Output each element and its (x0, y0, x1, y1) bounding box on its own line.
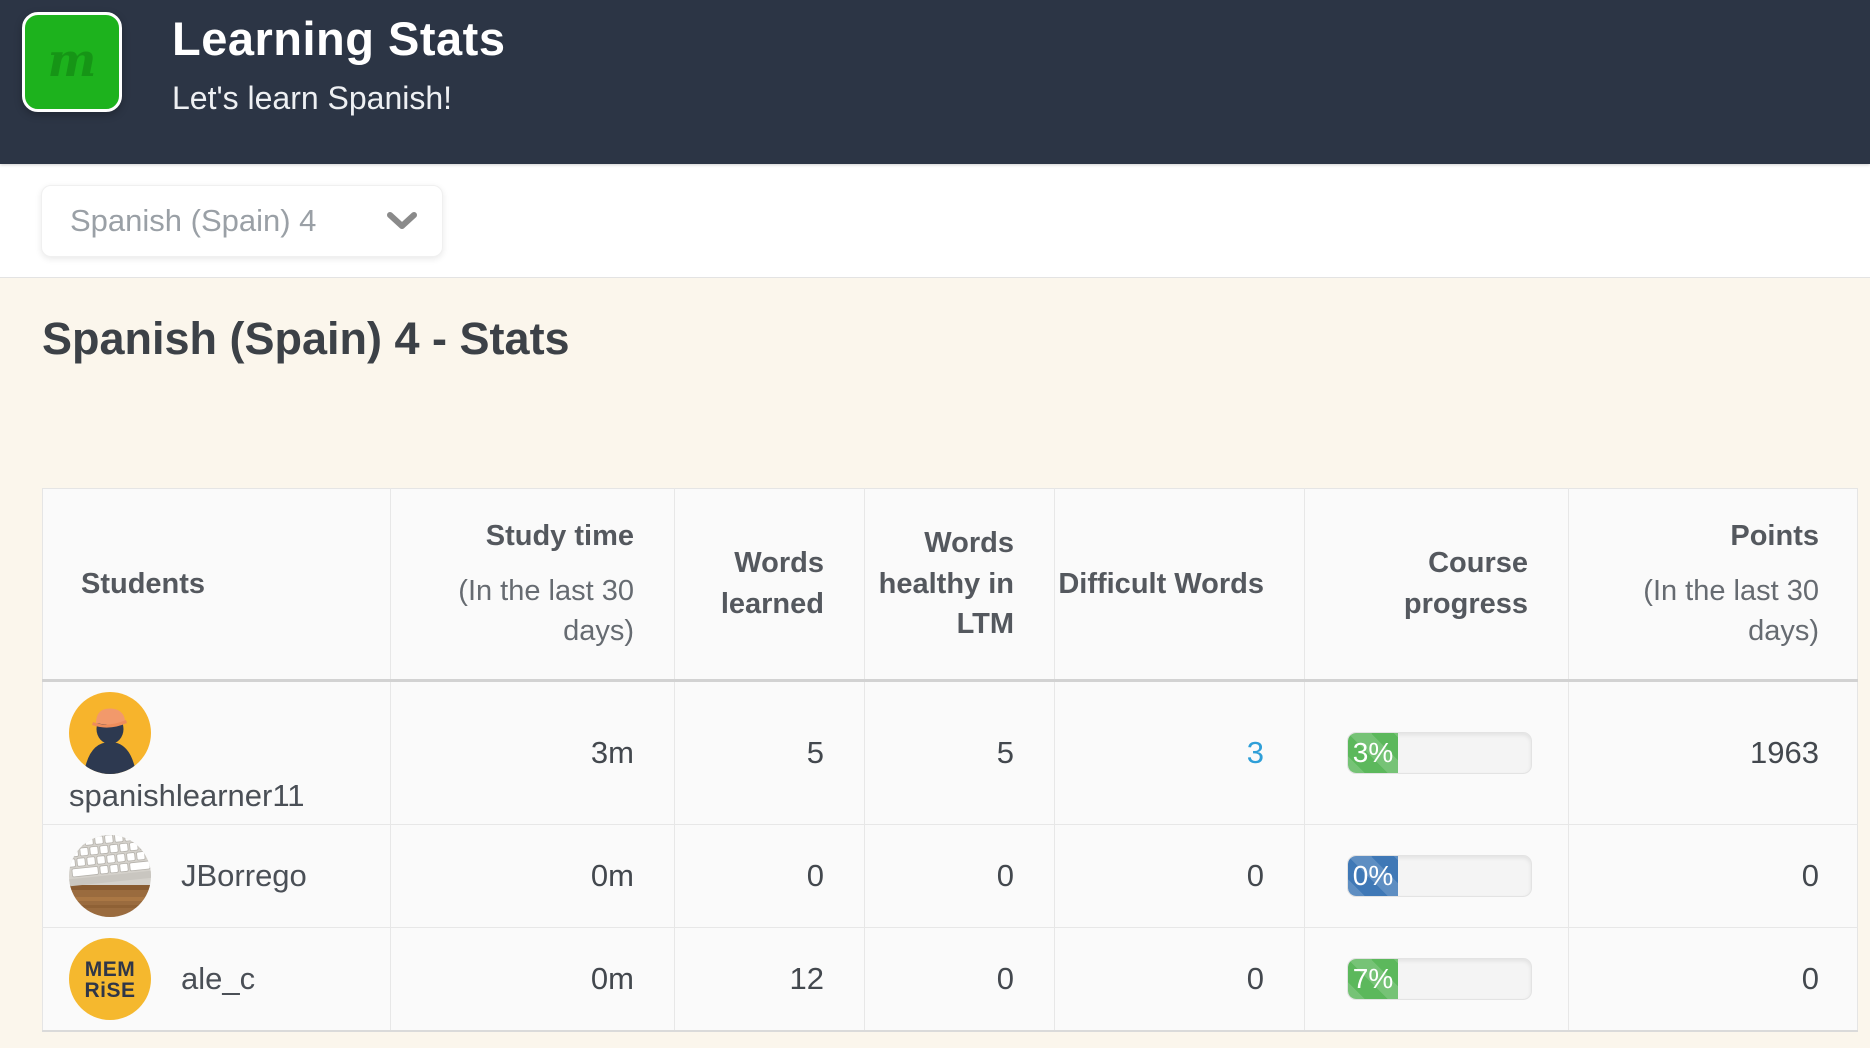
cell-course-progress: 0% (1304, 824, 1569, 928)
progress-bar: 3% (1347, 732, 1532, 774)
cell-points: 0 (1801, 961, 1819, 996)
col-header-course-progress: Course progress (1304, 488, 1569, 682)
course-selector-value: Spanish (Spain) 4 (70, 202, 317, 238)
stats-table: Students Study time (In the last 30 days… (42, 488, 1858, 1032)
col-header-words-learned: Words learned (674, 488, 865, 682)
col-header-difficult-words: Difficult Words (1054, 488, 1305, 682)
cell-study-time: 3m (390, 680, 675, 825)
chevron-down-icon (386, 210, 418, 232)
cell-difficult-words: 0 (1054, 824, 1305, 928)
table-row: JBorrego 0m 0 0 0 0% 0 (42, 824, 1858, 928)
cell-words-healthy: 0 (864, 927, 1055, 1031)
cell-course-progress: 3% (1304, 680, 1569, 825)
cell-course-progress: 7% (1304, 927, 1569, 1031)
difficult-words-value: 0 (1246, 961, 1264, 996)
cell-words-healthy: 5 (864, 680, 1055, 825)
keyboard-photo-avatar-icon (69, 835, 151, 917)
svg-text:RiSE: RiSE (84, 979, 135, 1002)
cell-words-learned: 12 (674, 927, 865, 1031)
main-content: Spanish (Spain) 4 - Stats Students Study… (0, 312, 1870, 1032)
header-text: Learning Stats Let's learn Spanish! (172, 10, 505, 117)
logo-letter: m (47, 33, 97, 87)
table-header-row: Students Study time (In the last 30 days… (42, 488, 1858, 682)
cell-student: MEM RiSE ale_c (42, 927, 391, 1031)
progress-bar: 0% (1347, 855, 1532, 897)
cell-points: 0 (1801, 858, 1819, 893)
difficult-words-value: 0 (1246, 858, 1264, 893)
memrise-app-logo: m (22, 12, 122, 112)
app-header: m Learning Stats Let's learn Spanish! (0, 0, 1870, 164)
cell-study-time: 0m (390, 824, 675, 928)
difficult-words-link[interactable]: 3 (1246, 735, 1264, 770)
memrise-logo-avatar-icon: MEM RiSE (69, 938, 151, 1020)
cell-words-learned: 5 (674, 680, 865, 825)
col-header-words-healthy: Words healthy in LTM (864, 488, 1055, 682)
cell-study-time: 0m (390, 927, 675, 1031)
table-row: spanishlearner11 3m 5 5 3 3% 1963 (42, 680, 1858, 825)
app-title: Learning Stats (172, 12, 506, 65)
selector-band: Spanish (Spain) 4 (0, 164, 1870, 278)
student-name: JBorrego (181, 858, 307, 893)
progress-label: 3% (1352, 737, 1394, 768)
app-subtitle: Let's learn Spanish! (172, 80, 453, 117)
progress-label: 0% (1352, 860, 1394, 891)
progress-bar-fill: 7% (1348, 959, 1398, 999)
cell-difficult-words: 3 (1054, 680, 1305, 825)
col-header-students: Students (42, 488, 391, 682)
student-name: ale_c (181, 961, 256, 996)
cell-student: JBorrego (42, 824, 391, 928)
progress-label: 7% (1352, 963, 1394, 994)
table-row: MEM RiSE ale_c 0m 12 0 0 (42, 927, 1858, 1031)
progress-bar-fill: 0% (1348, 856, 1398, 896)
progress-bar-fill: 3% (1348, 733, 1398, 773)
cell-difficult-words: 0 (1054, 927, 1305, 1031)
page-title: Spanish (Spain) 4 - Stats (42, 313, 570, 364)
course-selector[interactable]: Spanish (Spain) 4 (41, 184, 443, 257)
student-name: spanishlearner11 (69, 778, 305, 813)
cell-student: spanishlearner11 (42, 680, 391, 825)
person-cap-avatar-icon (69, 692, 151, 774)
col-header-study-time: Study time (In the last 30 days) (390, 488, 675, 682)
col-header-points: Points (In the last 30 days) (1568, 488, 1858, 682)
progress-bar: 7% (1347, 958, 1532, 1000)
cell-points: 1963 (1750, 735, 1819, 770)
svg-text:MEM: MEM (85, 958, 136, 981)
cell-words-healthy: 0 (864, 824, 1055, 928)
cell-words-learned: 0 (674, 824, 865, 928)
